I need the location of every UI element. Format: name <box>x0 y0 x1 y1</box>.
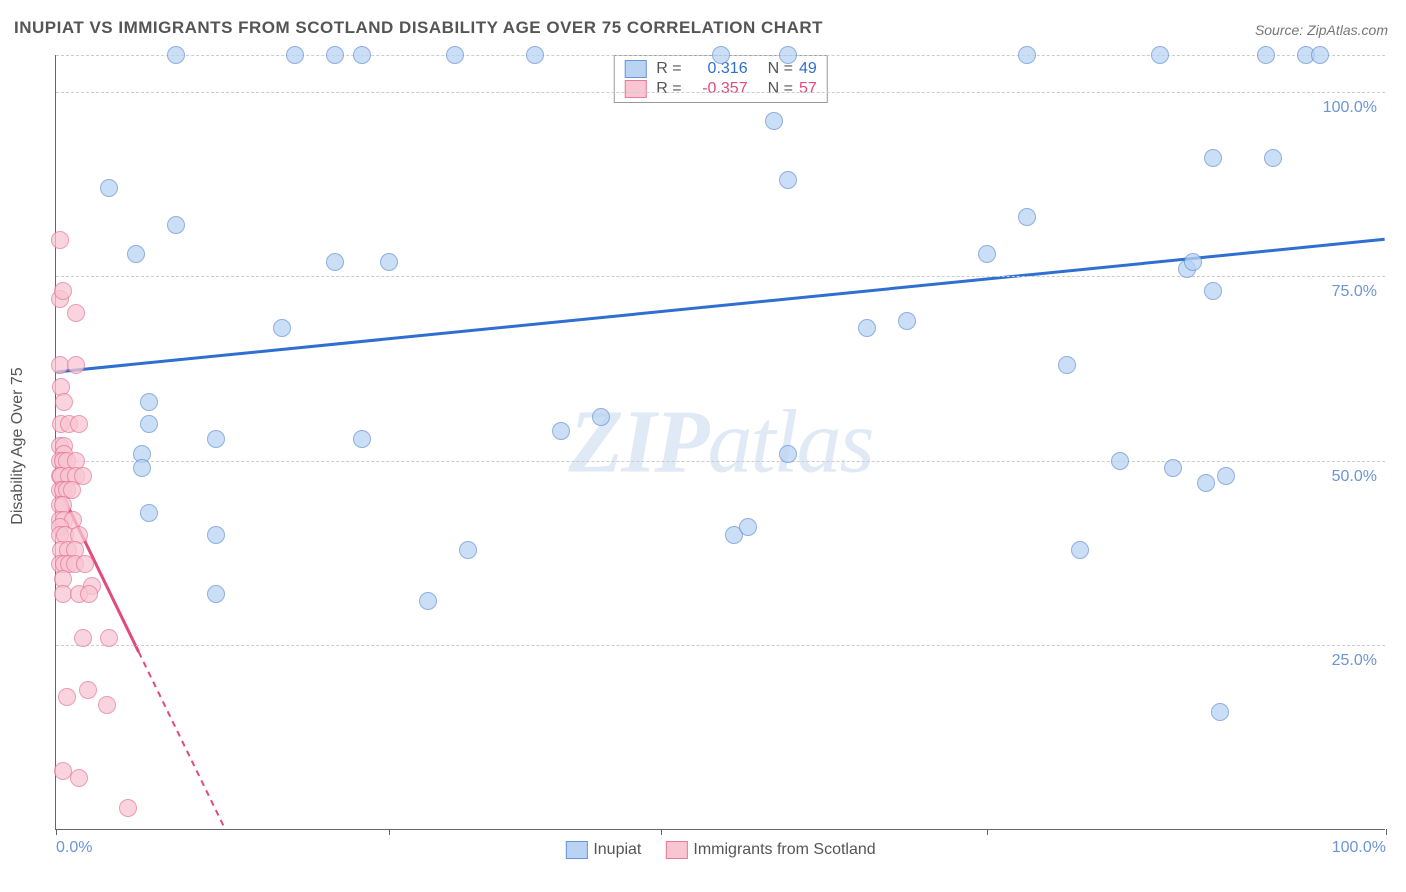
scatter-point-pink <box>74 629 92 647</box>
scatter-point-pink <box>54 282 72 300</box>
scatter-point-blue <box>1151 46 1169 64</box>
scatter-point-blue <box>1018 208 1036 226</box>
gridline <box>56 92 1385 93</box>
scatter-point-blue <box>167 216 185 234</box>
scatter-point-blue <box>326 253 344 271</box>
scatter-point-blue <box>1257 46 1275 64</box>
scatter-point-blue <box>712 46 730 64</box>
scatter-point-blue <box>779 445 797 463</box>
gridline <box>56 645 1385 646</box>
x-tick <box>661 829 662 835</box>
scatter-point-blue <box>446 46 464 64</box>
scatter-point-blue <box>353 46 371 64</box>
scatter-point-blue <box>127 245 145 263</box>
scatter-point-blue <box>779 171 797 189</box>
scatter-point-pink <box>55 393 73 411</box>
scatter-point-pink <box>70 415 88 433</box>
swatch-pink <box>624 80 646 98</box>
legend-row-pink: R = -0.357 N = 57 <box>624 80 816 98</box>
scatter-point-blue <box>1111 452 1129 470</box>
scatter-point-blue <box>526 46 544 64</box>
scatter-point-blue <box>1164 459 1182 477</box>
scatter-point-blue <box>1058 356 1076 374</box>
scatter-point-pink <box>70 769 88 787</box>
scatter-point-blue <box>858 319 876 337</box>
swatch-blue <box>624 60 646 78</box>
scatter-point-blue <box>140 415 158 433</box>
scatter-point-pink <box>58 688 76 706</box>
scatter-point-blue <box>1071 541 1089 559</box>
y-tick-label: 50.0% <box>1332 468 1377 486</box>
scatter-point-blue <box>207 526 225 544</box>
swatch-pink <box>665 841 687 859</box>
scatter-point-blue <box>779 46 797 64</box>
x-tick <box>56 829 57 835</box>
scatter-point-blue <box>273 319 291 337</box>
scatter-point-pink <box>67 304 85 322</box>
scatter-point-blue <box>140 393 158 411</box>
plot-area: ZIPatlas R = 0.316 N = 49 R = -0.357 N =… <box>55 55 1385 830</box>
scatter-point-blue <box>140 504 158 522</box>
legend-series-pink: Immigrants from Scotland <box>665 841 875 859</box>
y-tick-label: 25.0% <box>1332 652 1377 670</box>
x-tick <box>1386 829 1387 835</box>
scatter-point-blue <box>100 179 118 197</box>
scatter-point-pink <box>80 585 98 603</box>
x-tick <box>987 829 988 835</box>
legend-series: Inupiat Immigrants from Scotland <box>565 841 875 859</box>
scatter-point-blue <box>898 312 916 330</box>
y-axis-label: Disability Age Over 75 <box>9 367 27 524</box>
scatter-point-blue <box>326 46 344 64</box>
scatter-point-blue <box>133 459 151 477</box>
swatch-blue <box>565 841 587 859</box>
chart-container: INUPIAT VS IMMIGRANTS FROM SCOTLAND DISA… <box>0 0 1406 892</box>
scatter-point-blue <box>167 46 185 64</box>
watermark: ZIPatlas <box>568 391 872 494</box>
scatter-point-blue <box>765 112 783 130</box>
scatter-point-pink <box>119 799 137 817</box>
x-tick <box>389 829 390 835</box>
scatter-point-pink <box>51 231 69 249</box>
scatter-point-pink <box>67 356 85 374</box>
gridline <box>56 461 1385 462</box>
scatter-point-blue <box>286 46 304 64</box>
scatter-point-blue <box>1184 253 1202 271</box>
scatter-point-blue <box>380 253 398 271</box>
x-tick-label: 0.0% <box>56 839 92 857</box>
scatter-point-blue <box>1264 149 1282 167</box>
scatter-point-blue <box>1204 149 1222 167</box>
scatter-point-blue <box>207 430 225 448</box>
scatter-point-blue <box>1197 474 1215 492</box>
scatter-point-blue <box>459 541 477 559</box>
scatter-point-pink <box>100 629 118 647</box>
trend-lines <box>56 55 1385 829</box>
scatter-point-blue <box>978 245 996 263</box>
scatter-point-pink <box>79 681 97 699</box>
chart-title: INUPIAT VS IMMIGRANTS FROM SCOTLAND DISA… <box>14 18 823 38</box>
scatter-point-blue <box>353 430 371 448</box>
y-tick-label: 75.0% <box>1332 283 1377 301</box>
scatter-point-blue <box>1204 282 1222 300</box>
scatter-point-blue <box>1217 467 1235 485</box>
legend-series-blue: Inupiat <box>565 841 641 859</box>
scatter-point-pink <box>98 696 116 714</box>
scatter-point-blue <box>1311 46 1329 64</box>
scatter-point-blue <box>1018 46 1036 64</box>
scatter-point-blue <box>1211 703 1229 721</box>
scatter-point-blue <box>739 518 757 536</box>
scatter-point-pink <box>76 555 94 573</box>
x-tick-label: 100.0% <box>1332 839 1386 857</box>
scatter-point-blue <box>419 592 437 610</box>
y-tick-label: 100.0% <box>1323 99 1377 117</box>
source-label: Source: ZipAtlas.com <box>1255 22 1388 38</box>
scatter-point-blue <box>552 422 570 440</box>
scatter-point-blue <box>592 408 610 426</box>
scatter-point-blue <box>207 585 225 603</box>
